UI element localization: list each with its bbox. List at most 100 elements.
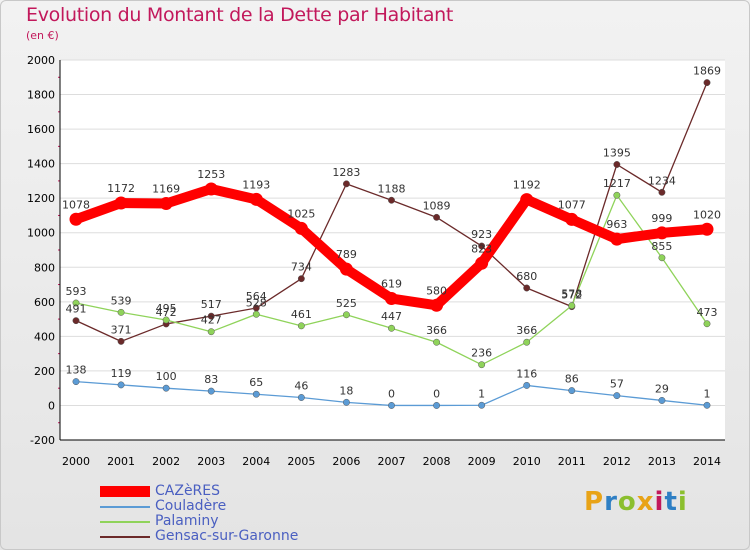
legend-label-cazeres: CAZèRES: [155, 483, 221, 499]
y-tick-label: 1600: [27, 123, 55, 136]
data-point: [700, 222, 714, 236]
data-point: [658, 254, 666, 262]
data-label: 366: [426, 324, 447, 337]
data-label: 495: [156, 302, 177, 315]
data-point: [339, 262, 353, 276]
legend-swatch-couladere: [100, 506, 150, 508]
data-label: 963: [606, 218, 627, 231]
data-label: 619: [381, 278, 402, 291]
x-tick-label: 2009: [468, 455, 496, 468]
data-point: [207, 387, 215, 395]
y-tick-label: 1800: [27, 89, 55, 102]
data-label: 57: [610, 378, 624, 391]
data-label: 1395: [603, 147, 631, 160]
brand-logo: Proxiti: [584, 487, 688, 517]
data-label: 1283: [332, 166, 360, 179]
data-point: [342, 180, 350, 188]
data-point: [475, 256, 489, 270]
data-point: [294, 221, 308, 235]
data-point: [703, 79, 711, 87]
data-point: [342, 311, 350, 319]
x-tick-label: 2007: [378, 455, 406, 468]
data-label: 1020: [693, 208, 721, 221]
data-point: [117, 337, 125, 345]
data-label: 119: [111, 367, 132, 380]
data-label: 86: [565, 373, 579, 386]
legend-swatch-gensac: [100, 536, 150, 538]
data-point: [207, 328, 215, 336]
data-label: 1172: [107, 182, 135, 195]
y-tick-label: 0: [48, 399, 55, 412]
data-label: 472: [156, 306, 177, 319]
data-point: [297, 275, 305, 283]
data-label: 578: [561, 288, 582, 301]
data-label: 1: [704, 387, 711, 400]
data-label: 1253: [197, 168, 225, 181]
brand-letter: r: [604, 487, 618, 517]
data-label: 680: [516, 270, 537, 283]
data-label: 923: [471, 228, 492, 241]
data-point: [613, 191, 621, 199]
data-label: 1217: [603, 177, 631, 190]
data-label: 100: [156, 370, 177, 383]
data-point: [523, 284, 531, 292]
data-point: [655, 226, 669, 240]
data-label: 65: [249, 376, 263, 389]
data-point: [523, 338, 531, 346]
data-point: [568, 387, 576, 395]
data-label: 371: [111, 323, 132, 336]
x-tick-label: 2005: [287, 455, 315, 468]
data-label: 447: [381, 310, 402, 323]
data-point: [478, 401, 486, 409]
data-label: 1089: [423, 199, 451, 212]
data-label: 572: [561, 289, 582, 302]
data-point: [613, 392, 621, 400]
data-label: 138: [66, 364, 87, 377]
y-tick-label: 800: [34, 261, 55, 274]
data-label: 564: [246, 290, 267, 303]
x-tick-label: 2014: [693, 455, 721, 468]
data-point: [388, 402, 395, 409]
brand-letter: i: [654, 487, 665, 517]
x-tick-label: 2013: [648, 455, 676, 468]
data-point: [703, 401, 711, 409]
data-point: [297, 394, 305, 401]
data-label: 0: [433, 387, 440, 400]
data-point: [249, 192, 263, 206]
data-point: [207, 312, 215, 320]
data-label: 83: [204, 373, 218, 386]
brand-letter: x: [636, 487, 655, 517]
data-label: 525: [336, 297, 357, 310]
data-label: 0: [388, 387, 395, 400]
data-label: 491: [66, 303, 87, 316]
data-label: 1869: [693, 65, 721, 78]
data-label: 473: [697, 306, 718, 319]
x-tick-label: 2001: [107, 455, 135, 468]
y-tick-label: 2000: [27, 54, 55, 67]
data-label: 1192: [513, 179, 541, 192]
data-point: [252, 390, 260, 398]
data-label: 366: [516, 324, 537, 337]
data-label: 734: [291, 261, 312, 274]
data-point: [114, 196, 128, 210]
x-tick-label: 2006: [332, 455, 360, 468]
brand-letter: o: [617, 487, 637, 517]
chart-subtitle: (en €): [26, 29, 59, 42]
data-point: [72, 299, 80, 307]
y-tick-label: -200: [30, 434, 55, 447]
data-point: [613, 161, 621, 168]
x-tick-label: 2000: [62, 455, 90, 468]
data-label: 1: [478, 387, 485, 400]
brand-letter: P: [584, 487, 605, 517]
data-point: [565, 212, 579, 226]
data-label: 789: [336, 248, 357, 261]
data-point: [72, 378, 80, 386]
data-label: 18: [339, 384, 353, 397]
data-label: 528: [246, 296, 267, 309]
data-point: [72, 317, 80, 325]
data-point: [385, 292, 398, 306]
legend-label-gensac: Gensac-sur-Garonne: [155, 528, 299, 544]
data-point: [478, 242, 486, 250]
y-tick-label: 400: [34, 330, 55, 343]
